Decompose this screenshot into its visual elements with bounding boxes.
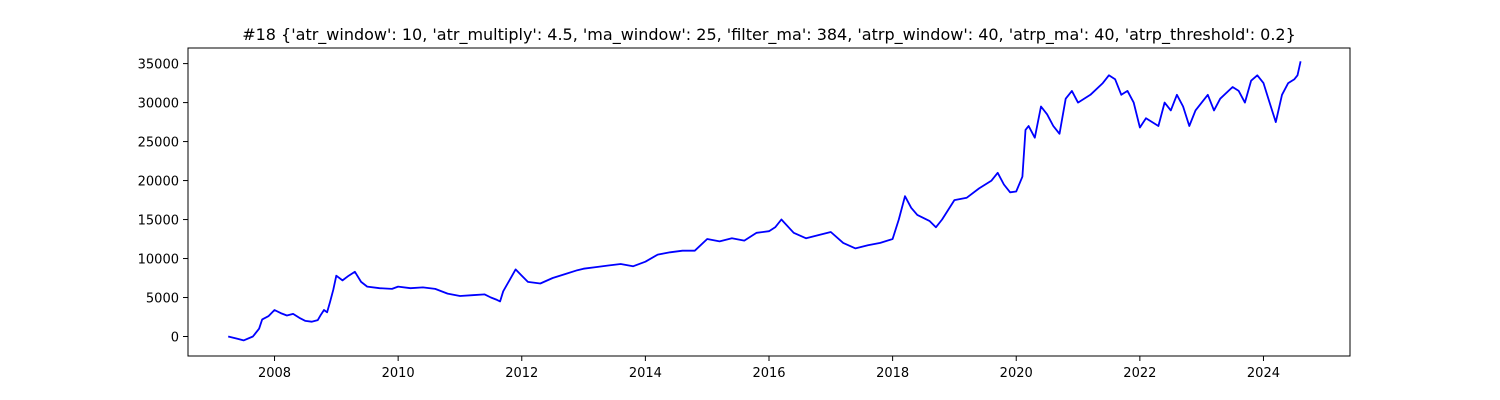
y-tick-label: 5000 (146, 292, 179, 307)
x-tick-label: 2014 (629, 366, 662, 381)
x-tick-label: 2012 (505, 366, 538, 381)
y-tick-label: 25000 (138, 136, 179, 151)
x-tick-label: 2024 (1247, 366, 1280, 381)
x-axis: 2008 2010 2012 2014 2016 2018 2020 2022 2024 (258, 356, 1280, 381)
y-tick-label: 10000 (138, 253, 179, 268)
x-tick-label: 2022 (1123, 366, 1156, 381)
x-tick-label: 2020 (1000, 366, 1033, 381)
y-tick-label: 0 (171, 331, 179, 346)
series-layer (227, 61, 1302, 342)
plot-area-frame (187, 47, 1351, 357)
x-tick-label: 2016 (752, 366, 785, 381)
series-line-0 (227, 61, 1302, 342)
x-tick-label: 2018 (876, 366, 909, 381)
y-tick-label: 35000 (138, 58, 179, 73)
y-axis: 0 5000 10000 15000 20000 25000 30000 35000 (138, 58, 188, 346)
y-tick-label: 20000 (138, 175, 179, 190)
x-tick-label: 2008 (258, 366, 291, 381)
chart-title: #18 {'atr_window': 10, 'atr_multiply': 4… (242, 25, 1296, 45)
x-tick-label: 2010 (382, 366, 415, 381)
y-tick-label: 30000 (138, 97, 179, 112)
y-tick-label: 15000 (138, 214, 179, 229)
